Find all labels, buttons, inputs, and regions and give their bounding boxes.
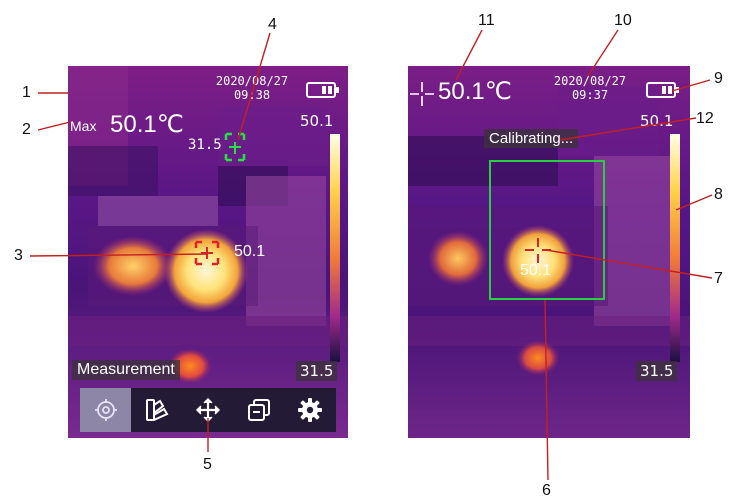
target-icon [94,399,117,421]
callout-1: 1 [22,84,31,101]
center-temperature-label: 31.5 [188,137,222,153]
callout-7: 7 [714,270,723,287]
temperature-scale-bar [330,134,340,362]
palette-icon [145,399,168,421]
callout-12: 12 [696,110,714,127]
callout-10: 10 [614,12,632,29]
calibrating-status: Calibrating... [484,129,579,148]
palette-tool-button[interactable] [131,388,182,432]
date-label: 2020/08/27 [215,74,289,88]
callout-6: 6 [542,482,551,499]
thermal-screen-right: 50.1℃ 2020/08/27 09:37 50.1 Calibrating.… [408,66,690,438]
battery-icon [306,82,339,98]
thermal-screen-left: 2020/08/27 09:38 Max 50.1℃ 31.5 50.1 50.… [68,66,348,438]
callout-9: 9 [714,70,723,87]
callout-2: 2 [22,121,31,138]
measurement-tool-button[interactable] [80,388,131,432]
scale-max-label: 50.1 [300,112,334,130]
gear-icon [297,398,322,422]
date-label: 2020/08/27 [553,74,627,88]
layers-tool-button[interactable] [233,388,284,432]
thermal-image-right [408,66,690,438]
max-temperature-readout: 50.1℃ [110,111,184,138]
hotspot-temperature-label: 50.1 [234,243,266,260]
callout-8: 8 [714,186,723,203]
measurement-box [489,160,605,300]
layers-icon [247,399,270,421]
scale-min-label: 31.5 [636,361,678,381]
max-label: Max [70,118,97,134]
callout-3: 3 [14,247,23,264]
thermal-image-left [68,66,348,438]
callout-5: 5 [203,456,212,473]
callout-11: 11 [478,12,495,29]
temperature-scale-bar [670,134,680,362]
mode-label: Measurement [72,360,180,380]
center-crosshair-icon [525,238,551,263]
hotspot-crosshair-icon [194,240,220,266]
center-temperature-readout: 50.1℃ [438,78,512,105]
crosshair-icon [410,82,434,106]
box-temperature-label: 50.1 [520,262,552,279]
scale-min-label: 31.5 [296,361,338,381]
center-crosshair-icon [224,132,246,162]
time-label: 09:37 [571,88,609,102]
callout-4: 4 [268,16,277,33]
settings-tool-button[interactable] [284,388,335,432]
